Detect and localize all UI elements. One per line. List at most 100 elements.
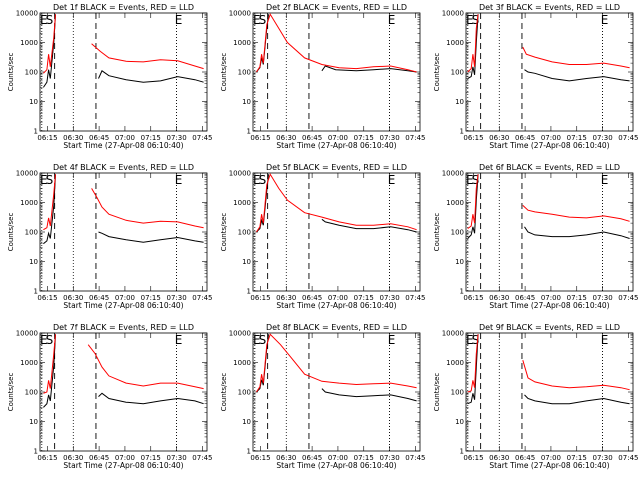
marker-label: E — [466, 333, 474, 347]
y-tick-label: 1000 — [20, 199, 38, 207]
y-tick-label: 1000 — [446, 39, 464, 47]
chart-title: Det 8f BLACK = Events, RED = LLD — [266, 323, 407, 332]
x-tick-label: 06:15 — [37, 294, 57, 302]
series-line — [91, 188, 204, 229]
x-tick-label: 07:00 — [115, 454, 135, 462]
x-tick-label: 07:00 — [115, 134, 135, 142]
series-line — [524, 394, 630, 405]
chart-title: Det 6f BLACK = Events, RED = LLD — [479, 163, 620, 172]
marker-label: S — [472, 13, 480, 27]
series-line — [43, 14, 56, 74]
y-tick-label: 1000 — [233, 359, 251, 367]
series-line — [321, 65, 417, 73]
series-line — [255, 13, 417, 73]
x-tick-label: 06:30 — [489, 134, 509, 142]
y-tick-label: 10000 — [16, 10, 38, 18]
chart-title: Det 7f BLACK = Events, RED = LLD — [53, 323, 194, 332]
marker-label: S — [46, 333, 54, 347]
x-tick-label: 07:45 — [405, 134, 425, 142]
x-tick-label: 07:30 — [379, 134, 399, 142]
marker-label: E — [601, 333, 609, 347]
marker-label: S — [46, 13, 54, 27]
x-tick-label: 07:45 — [618, 454, 638, 462]
x-tick-label: 06:15 — [250, 134, 270, 142]
plot-frame — [465, 12, 634, 132]
series-line — [255, 333, 417, 393]
x-axis-label: Start Time (27-Apr-08 06:10:40) — [63, 301, 183, 310]
y-tick-label: 100 — [238, 69, 251, 77]
series-line — [256, 174, 269, 233]
y-tick-label: 100 — [451, 229, 464, 237]
marker-label: E — [253, 13, 261, 27]
series-line — [255, 173, 417, 233]
y-tick-label: 10000 — [229, 330, 251, 338]
series-line — [43, 174, 56, 245]
series-line — [98, 392, 204, 405]
x-tick-label: 06:45 — [515, 134, 535, 142]
x-tick-label: 06:45 — [302, 294, 322, 302]
series-line — [524, 69, 630, 82]
series-line — [467, 14, 479, 79]
y-axis-label: Counts/sec — [433, 53, 441, 92]
x-tick-label: 06:30 — [63, 294, 83, 302]
y-tick-label: 10000 — [229, 170, 251, 178]
series-line — [98, 70, 204, 83]
series-line — [467, 334, 479, 393]
chart-panel: Det 2f BLACK = Events, RED = LLD 1 10 100 10… — [220, 3, 425, 150]
x-tick-label: 06:45 — [302, 134, 322, 142]
y-tick-label: 1 — [247, 288, 251, 296]
x-tick-label: 06:30 — [276, 134, 296, 142]
y-tick-label: 100 — [25, 229, 38, 237]
y-tick-label: 10 — [455, 258, 464, 266]
y-tick-label: 10000 — [16, 170, 38, 178]
y-tick-label: 100 — [238, 229, 251, 237]
chart-title: Det 3f BLACK = Events, RED = LLD — [479, 3, 620, 12]
y-tick-label: 10 — [29, 98, 38, 106]
x-tick-label: 07:15 — [567, 134, 587, 142]
series-line — [91, 43, 204, 70]
x-tick-label: 06:30 — [63, 454, 83, 462]
x-tick-label: 07:15 — [141, 454, 161, 462]
marker-label: E — [466, 13, 474, 27]
marker-label: E — [253, 173, 261, 187]
marker-label: E — [388, 13, 396, 27]
marker-label: E — [40, 173, 48, 187]
marker-label: E — [253, 333, 261, 347]
x-tick-label: 07:30 — [592, 454, 612, 462]
y-tick-label: 100 — [451, 389, 464, 397]
series-line — [98, 231, 204, 243]
y-axis-label: Counts/sec — [220, 53, 228, 92]
x-axis-label: Start Time (27-Apr-08 06:10:40) — [63, 461, 183, 470]
x-tick-label: 07:15 — [567, 454, 587, 462]
x-tick-label: 07:15 — [354, 454, 374, 462]
y-tick-label: 1000 — [20, 39, 38, 47]
series-line — [522, 205, 630, 222]
y-tick-label: 1 — [460, 288, 464, 296]
y-tick-label: 1 — [34, 288, 38, 296]
marker-label: E — [40, 333, 48, 347]
x-tick-label: 07:45 — [405, 294, 425, 302]
marker-label: S — [259, 173, 267, 187]
series-line — [467, 14, 479, 73]
x-tick-label: 06:45 — [302, 454, 322, 462]
x-tick-label: 07:30 — [592, 294, 612, 302]
x-tick-label: 06:30 — [276, 454, 296, 462]
chart-panel: Det 3f BLACK = Events, RED = LLD 1 10 100 10… — [433, 3, 638, 150]
x-tick-label: 07:30 — [166, 454, 186, 462]
x-tick-label: 06:15 — [250, 454, 270, 462]
chart-panel: Det 7f BLACK = Events, RED = LLD 1 10 100 10… — [7, 323, 212, 470]
x-axis-label: Start Time (27-Apr-08 06:10:40) — [489, 461, 609, 470]
y-axis-label: Counts/sec — [7, 373, 15, 412]
chart-panel: Det 8f BLACK = Events, RED = LLD 1 10 100 10… — [220, 323, 425, 470]
x-tick-label: 06:30 — [489, 454, 509, 462]
series-line — [43, 174, 56, 231]
y-axis-label: Counts/sec — [7, 53, 15, 92]
marker-label: E — [388, 173, 396, 187]
x-tick-label: 07:45 — [192, 134, 212, 142]
y-tick-label: 100 — [451, 69, 464, 77]
x-tick-label: 07:45 — [405, 454, 425, 462]
chart-title: Det 5f BLACK = Events, RED = LLD — [266, 163, 407, 172]
y-tick-label: 1000 — [233, 39, 251, 47]
y-tick-label: 1 — [460, 448, 464, 456]
x-tick-label: 07:15 — [567, 294, 587, 302]
